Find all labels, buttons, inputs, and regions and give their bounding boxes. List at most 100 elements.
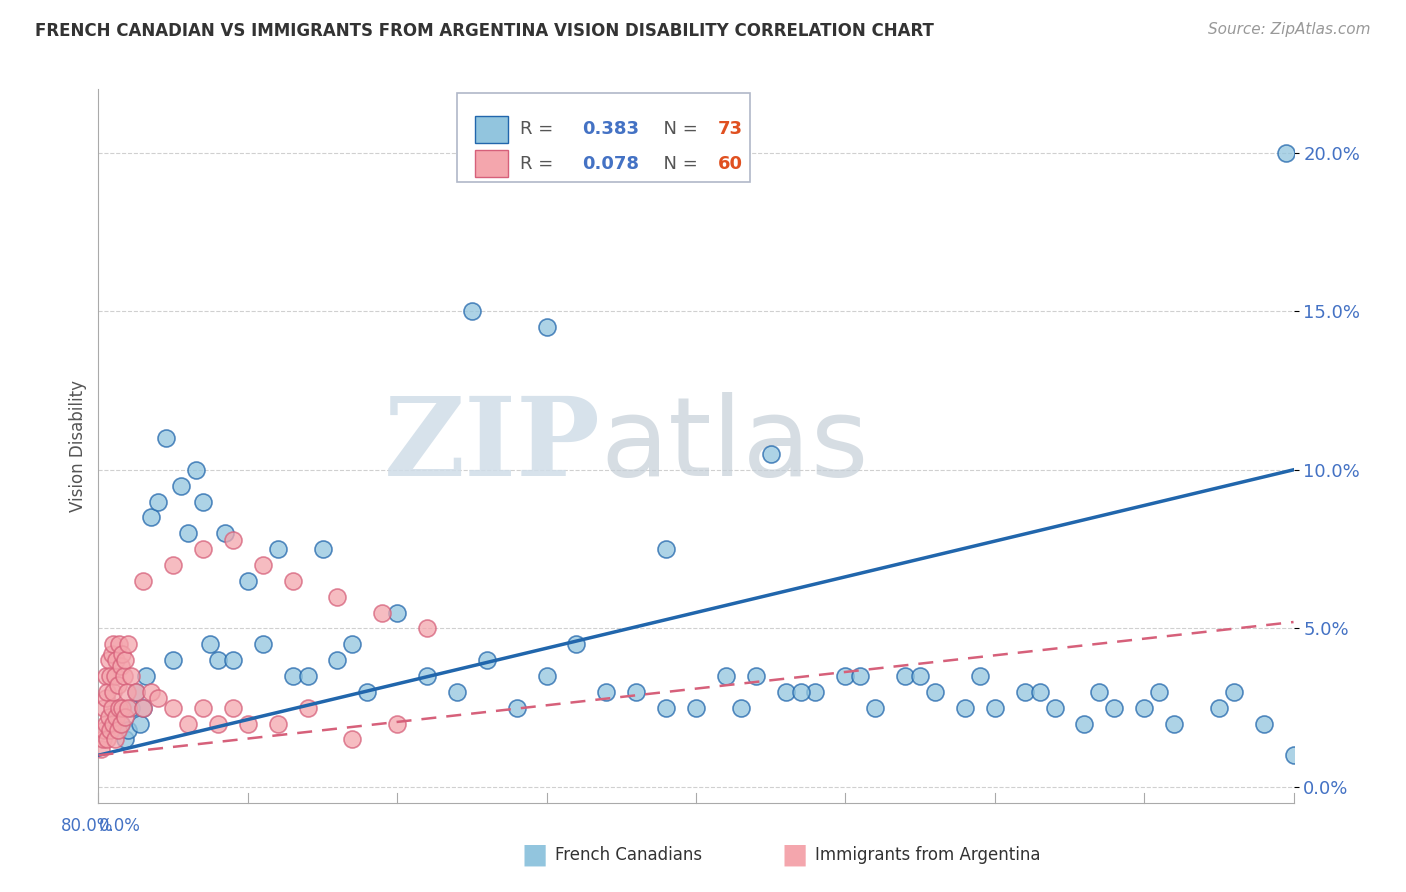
Point	[110, 716, 132, 731]
Text: N =: N =	[652, 154, 703, 173]
Point	[1073, 716, 1095, 731]
Point	[114, 710, 136, 724]
Point	[97, 653, 120, 667]
Point	[104, 669, 127, 683]
Point	[655, 700, 678, 714]
Point	[132, 700, 155, 714]
Point	[506, 700, 529, 714]
Point	[162, 700, 184, 714]
Text: Immigrants from Argentina: Immigrants from Argentina	[815, 846, 1040, 863]
Point	[416, 669, 439, 683]
Point	[626, 685, 648, 699]
Point	[267, 716, 290, 731]
Point	[207, 653, 229, 667]
Text: Source: ZipAtlas.com: Source: ZipAtlas.com	[1208, 22, 1371, 37]
Point	[162, 558, 184, 572]
Point	[446, 685, 468, 699]
Point	[94, 669, 117, 683]
Point	[139, 685, 162, 699]
Point	[222, 653, 245, 667]
Point	[117, 637, 139, 651]
Point	[385, 716, 409, 731]
Point	[1208, 700, 1230, 714]
Point	[222, 533, 245, 547]
Text: 0.0%: 0.0%	[98, 817, 141, 835]
FancyBboxPatch shape	[475, 116, 509, 143]
Point	[236, 716, 259, 731]
Point	[96, 685, 118, 699]
Point	[759, 447, 782, 461]
Text: 73: 73	[717, 120, 742, 138]
Point	[94, 691, 117, 706]
Point	[685, 700, 707, 714]
Point	[655, 542, 678, 557]
Point	[93, 723, 115, 737]
Point	[104, 732, 127, 747]
Point	[148, 494, 170, 508]
Point	[1147, 685, 1170, 699]
Point	[125, 685, 148, 699]
Point	[214, 526, 236, 541]
Point	[730, 700, 752, 714]
Point	[714, 669, 737, 683]
Point	[461, 304, 484, 318]
Point	[162, 653, 184, 667]
Y-axis label: Vision Disability: Vision Disability	[69, 380, 87, 512]
Point	[103, 637, 125, 651]
Point	[1253, 716, 1275, 731]
Point	[111, 700, 134, 714]
Point	[103, 685, 125, 699]
Point	[222, 700, 245, 714]
Point	[1104, 700, 1126, 714]
Text: ZIP: ZIP	[384, 392, 600, 500]
Point	[311, 542, 333, 557]
Point	[326, 590, 349, 604]
Point	[252, 637, 274, 651]
Point	[297, 700, 319, 714]
Point	[775, 685, 797, 699]
Point	[155, 431, 177, 445]
Text: R =: R =	[520, 120, 560, 138]
Point	[107, 678, 129, 692]
Point	[177, 716, 200, 731]
Point	[98, 723, 122, 737]
Point	[297, 669, 319, 683]
Point	[356, 685, 378, 699]
Point	[129, 716, 152, 731]
Point	[105, 653, 128, 667]
Point	[252, 558, 274, 572]
Point	[745, 669, 768, 683]
Point	[1088, 685, 1111, 699]
Point	[114, 732, 136, 747]
Text: French Canadians: French Canadians	[555, 846, 703, 863]
Point	[114, 653, 136, 667]
Point	[969, 669, 991, 683]
Point	[342, 732, 364, 747]
Point	[565, 637, 588, 651]
Point	[1223, 685, 1246, 699]
Point	[101, 700, 124, 714]
Point	[536, 669, 558, 683]
Point	[90, 742, 112, 756]
Point	[1014, 685, 1036, 699]
Point	[1275, 145, 1298, 160]
Point	[169, 478, 191, 492]
Text: 80.0%: 80.0%	[60, 817, 114, 835]
Point	[110, 716, 132, 731]
Point	[108, 700, 131, 714]
Point	[112, 669, 135, 683]
Point	[105, 710, 128, 724]
Point	[97, 710, 120, 724]
Point	[108, 637, 131, 651]
Point	[1133, 700, 1156, 714]
Point	[96, 732, 118, 747]
Point	[135, 669, 157, 683]
Point	[924, 685, 946, 699]
Point	[93, 700, 115, 714]
Point	[120, 700, 142, 714]
Point	[191, 700, 214, 714]
Text: R =: R =	[520, 154, 560, 173]
Point	[475, 653, 498, 667]
Point	[894, 669, 917, 683]
Point	[789, 685, 811, 699]
